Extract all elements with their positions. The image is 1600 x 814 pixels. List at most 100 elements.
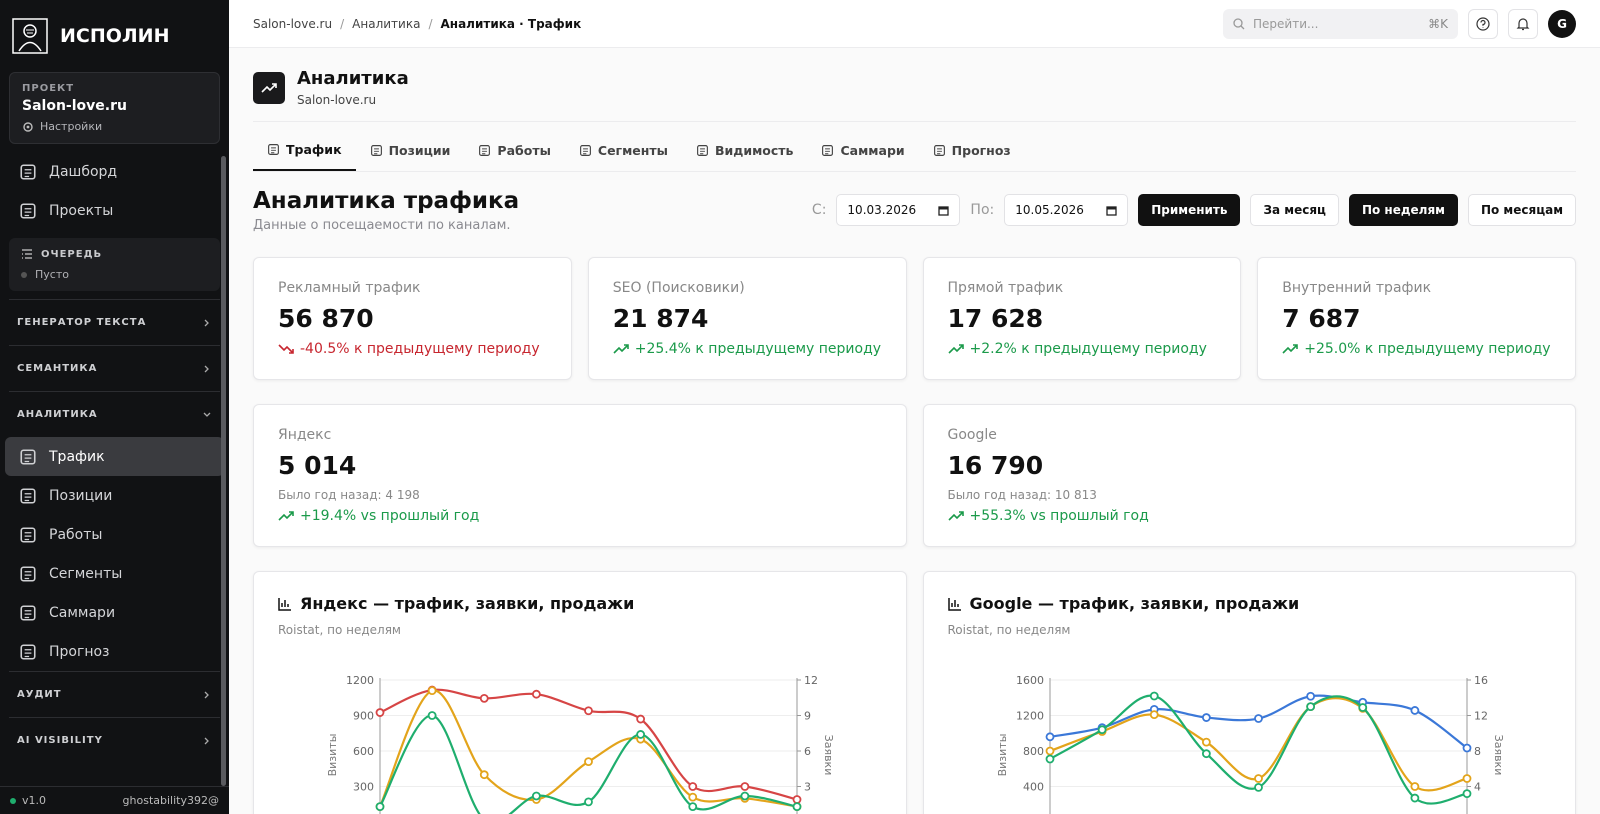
icon (933, 145, 945, 156)
series-point (584, 706, 593, 716)
icon-shape (24, 609, 32, 618)
kpi-label: Прямой трафик (947, 280, 1064, 296)
chart-header: Яндекс — трафик, заявки, продажи Roistat,… (254, 572, 906, 637)
tab[interactable]: Видимость (682, 128, 808, 171)
nav-top: Дашборд Проекты (0, 152, 229, 230)
search[interactable]: Перейти... ⌘K (1223, 8, 1458, 39)
nav-group[interactable]: AI VISIBILITY (9, 717, 220, 763)
notifications-button[interactable] (1508, 8, 1538, 39)
tab[interactable]: Прогноз (919, 128, 1025, 171)
icon (822, 145, 834, 156)
filters: С: 10.03.2026 По: 10.05.2026 Применить За… (812, 194, 1576, 226)
chevron (204, 365, 209, 372)
icon-shape (24, 168, 32, 177)
nav-groups: ГЕНЕРАТОР ТЕКСТА СЕМАНТИКА АНАЛИТИКА Трафик… (0, 299, 229, 763)
tab[interactable]: Работы (464, 128, 564, 171)
user[interactable]: ghostability392@ (122, 794, 219, 807)
nav-item[interactable]: Трафик (5, 437, 224, 476)
help-button[interactable] (1468, 8, 1498, 39)
nav-item[interactable]: Работы (5, 515, 224, 554)
trend-icon (613, 344, 629, 354)
icon (20, 163, 36, 180)
nav-label: Позиции (49, 487, 113, 504)
series-point (740, 782, 750, 791)
y2-tick-label: 9 (804, 710, 811, 723)
to-date[interactable]: 10.05.2026 (1004, 194, 1129, 226)
nav-group[interactable]: СЕМАНТИКА (9, 345, 220, 391)
queue-icon (22, 249, 32, 259)
scrollbar (221, 156, 226, 786)
nav-label: Прогноз (49, 643, 110, 660)
chart-title-row: Яндекс — трафик, заявки, продажи (278, 594, 882, 613)
series-point (1097, 725, 1107, 735)
project-label: ПРОЕКТ (22, 83, 75, 94)
series-point (1305, 702, 1315, 712)
tab[interactable]: Позиции (356, 128, 465, 171)
icon (370, 145, 382, 156)
trend-path (278, 511, 294, 521)
from-date[interactable]: 10.03.2026 (836, 194, 961, 226)
icon-shape (24, 570, 32, 579)
nav-item[interactable]: Дашборд (5, 152, 224, 191)
bell-icon (1516, 17, 1530, 30)
nav-group[interactable]: АНАЛИТИКА (9, 391, 220, 437)
nav-group[interactable]: ГЕНЕРАТОР ТЕКСТА (9, 299, 220, 345)
y-tick-label: 800 (1023, 745, 1044, 758)
icon-shape (24, 453, 32, 462)
series-point (375, 802, 385, 812)
content: Аналитика Salon-love.ru Трафик Позиции Рабо… (229, 48, 1600, 814)
nav-item[interactable]: Прогноз (5, 632, 224, 671)
nav-label: Трафик (49, 448, 105, 465)
breadcrumb[interactable]: Salon-love.ru (253, 16, 333, 31)
breadcrumb[interactable]: Аналитика (352, 16, 421, 31)
nav-item[interactable]: Позиции (5, 476, 224, 515)
filter-button[interactable]: По месяцам (1467, 194, 1576, 226)
icon-shape (268, 144, 279, 155)
kpi-value: 7 687 (1282, 304, 1361, 333)
tab[interactable]: Трафик (253, 128, 356, 171)
project-settings[interactable]: Настройки (22, 120, 207, 133)
brand[interactable]: ИСПОЛИН (0, 0, 229, 68)
status-dot (21, 271, 27, 278)
series-point (479, 693, 489, 703)
kpi-value: 17 628 (947, 304, 1044, 333)
tab[interactable]: Саммари (807, 128, 918, 171)
source-value: 5 014 (278, 451, 357, 480)
nav-label: Проекты (49, 202, 114, 219)
from-date-value: 10.03.2026 (847, 203, 917, 217)
icon (20, 448, 36, 465)
trend-icon (261, 82, 277, 93)
y-tick-label: 300 (353, 781, 374, 794)
icon-shape (582, 148, 588, 155)
nav-item[interactable]: Сегменты (5, 554, 224, 593)
project-box[interactable]: ПРОЕКТ Salon-love.ru Настройки (9, 72, 220, 144)
tab[interactable]: Сегменты (565, 128, 682, 171)
help-icon (1476, 16, 1490, 31)
avatar[interactable]: G (1548, 9, 1576, 38)
filter-button[interactable]: По неделям (1348, 194, 1458, 226)
nav-group[interactable]: АУДИТ (9, 671, 220, 717)
y2-tick-label: 12 (1474, 710, 1488, 723)
filter-button[interactable]: Применить (1138, 194, 1241, 226)
chart-icon-shape (278, 597, 291, 611)
project-name: Salon-love.ru (22, 98, 127, 114)
kpi-change-text: +25.0% к предыдущему периоду (1304, 341, 1551, 357)
chart-header: Google — трафик, заявки, продажи Roistat,… (924, 572, 1576, 637)
icon-shape (20, 526, 36, 543)
filter-button[interactable]: За месяц (1250, 194, 1339, 226)
source-change-text: +55.3% vs прошлый год (969, 508, 1149, 524)
kpi-change-text: +25.4% к предыдущему периоду (634, 341, 882, 357)
queue-label: ОЧЕРЕДЬ (41, 248, 103, 260)
nav-item[interactable]: Саммари (5, 593, 224, 632)
nav-item[interactable]: Проекты (5, 191, 224, 230)
trend-icon (1282, 344, 1299, 354)
series-point (1253, 782, 1263, 792)
icon-shape (482, 148, 488, 155)
y-tick-label: 1600 (1016, 674, 1044, 687)
chevron (204, 737, 209, 744)
series-point (427, 686, 437, 696)
kpi-card: Рекламный трафик 56 870 -40.5% к предыдуще… (253, 257, 572, 380)
y2-tick-label: 16 (1474, 674, 1488, 687)
series-line (379, 688, 798, 801)
trend-path (1282, 344, 1299, 354)
